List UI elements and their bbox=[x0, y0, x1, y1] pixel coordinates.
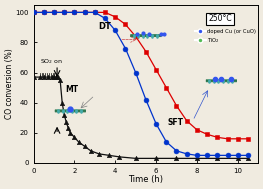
Text: DT: DT bbox=[98, 22, 111, 31]
Y-axis label: CO conversion (%): CO conversion (%) bbox=[5, 49, 14, 119]
FancyBboxPatch shape bbox=[55, 110, 86, 111]
Text: SFT: SFT bbox=[167, 118, 183, 127]
Text: SO$_2$ on: SO$_2$ on bbox=[40, 58, 63, 67]
Legend: doped Cu (or CuO), TiO$_2$: doped Cu (or CuO), TiO$_2$ bbox=[193, 26, 258, 47]
FancyBboxPatch shape bbox=[206, 80, 237, 81]
Text: MT: MT bbox=[65, 85, 78, 94]
X-axis label: Time (h): Time (h) bbox=[128, 175, 163, 184]
FancyBboxPatch shape bbox=[55, 111, 86, 112]
FancyBboxPatch shape bbox=[206, 81, 237, 82]
FancyBboxPatch shape bbox=[130, 34, 161, 35]
FancyBboxPatch shape bbox=[130, 36, 161, 37]
FancyBboxPatch shape bbox=[130, 35, 161, 36]
Text: 250°C: 250°C bbox=[208, 14, 232, 23]
